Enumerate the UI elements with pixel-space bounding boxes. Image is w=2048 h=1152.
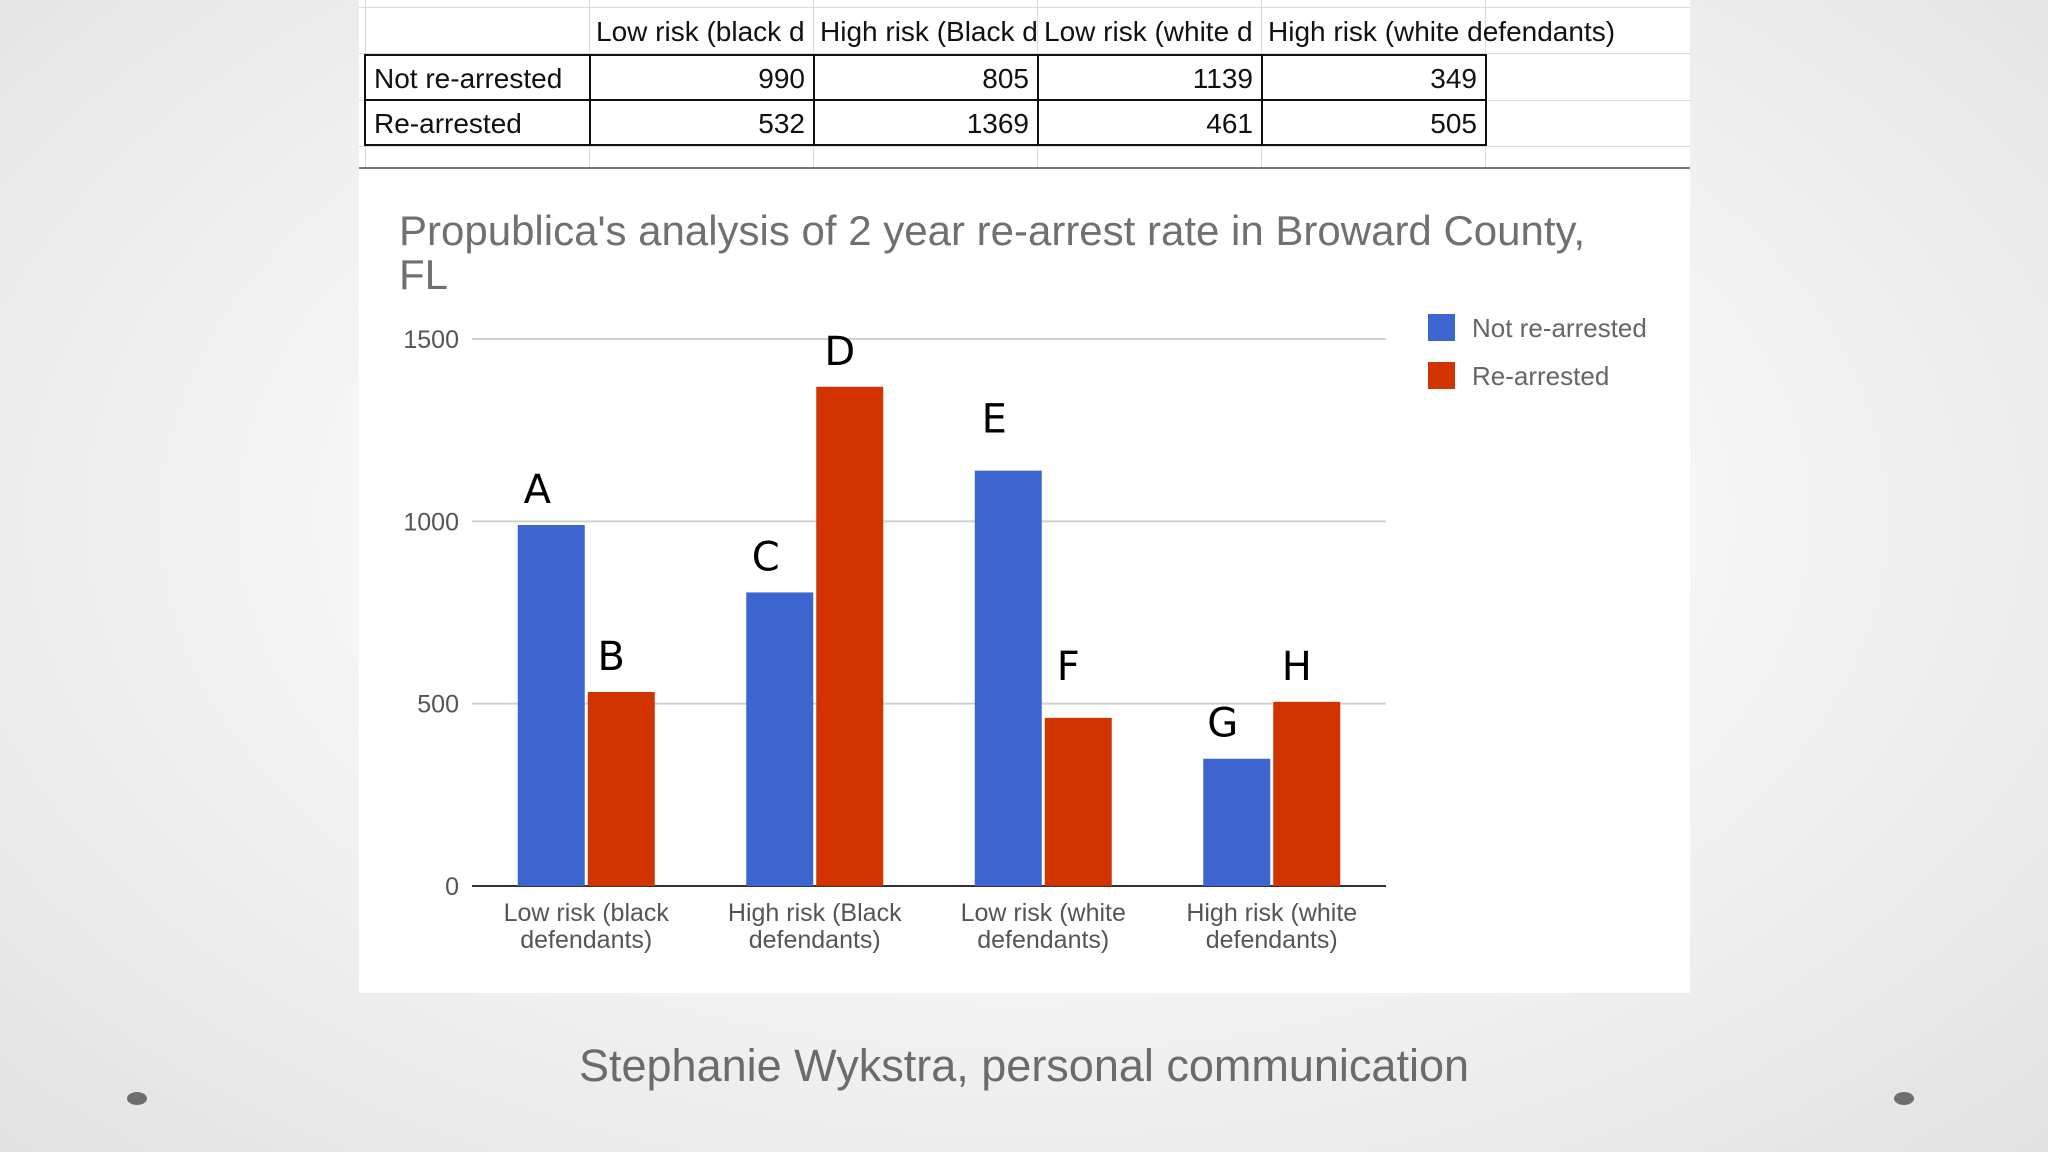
y-tick-label: 1500 — [403, 326, 459, 354]
table-header-cell[interactable]: High risk (white defendants) — [1268, 16, 1616, 47]
table-cell[interactable]: 990 — [589, 54, 815, 101]
table-cell[interactable]: 505 — [1261, 99, 1487, 146]
table-row-label[interactable]: Re-arrested — [364, 99, 591, 146]
bar — [974, 470, 1042, 886]
x-tick-label: defendants) — [749, 926, 881, 954]
bar — [1273, 701, 1341, 886]
x-tick-label: High risk (white — [1186, 899, 1357, 927]
table-header-cell[interactable]: High risk (Black d — [820, 16, 1037, 47]
table-cell[interactable]: 461 — [1037, 99, 1263, 146]
legend-label: Not re-arrested — [1472, 313, 1647, 343]
y-tick-label: 1000 — [403, 508, 459, 536]
spreadsheet-table: Low risk (black d High risk (Black d Low… — [359, 0, 1690, 170]
bar — [517, 524, 585, 886]
slide-caption: Stephanie Wykstra, personal communicatio… — [578, 1040, 1470, 1091]
bar-annotation: B — [598, 634, 625, 680]
x-tick-label: defendants) — [1206, 926, 1338, 954]
chart-title: FL — [399, 251, 448, 298]
table-cell[interactable]: 805 — [813, 54, 1039, 101]
table-header-cell[interactable]: Low risk (white d — [1044, 16, 1253, 47]
x-tick-label: Low risk (black — [504, 899, 670, 927]
bar-chart: Propublica's analysis of 2 year re-arres… — [399, 207, 1647, 954]
bar-annotation: D — [824, 329, 855, 375]
chart-title: Propublica's analysis of 2 year re-arres… — [399, 207, 1585, 254]
bar — [746, 592, 814, 886]
x-tick-label: Low risk (white — [961, 899, 1126, 927]
bar-annotation: F — [1057, 644, 1080, 690]
y-tick-label: 500 — [417, 691, 459, 719]
bar-annotation: G — [1207, 701, 1238, 747]
decorative-dot — [1894, 1092, 1914, 1105]
legend-swatch — [1428, 362, 1455, 389]
table-header-cell[interactable]: Low risk (black d — [596, 16, 805, 47]
bar-annotation: C — [752, 534, 780, 580]
legend-label: Re-arrested — [1472, 361, 1609, 391]
legend-swatch — [1428, 314, 1455, 341]
y-tick-label: 0 — [445, 873, 459, 901]
table-row-label[interactable]: Not re-arrested — [364, 54, 591, 101]
x-tick-label: defendants) — [977, 926, 1109, 954]
decorative-dot — [127, 1092, 147, 1105]
bar — [816, 386, 884, 886]
sheet-gridline — [359, 53, 1690, 54]
x-tick-label: defendants) — [520, 926, 652, 954]
sheet-gridline — [359, 146, 1690, 147]
bar — [1044, 717, 1112, 886]
bar — [587, 691, 655, 886]
bar — [1203, 758, 1271, 886]
sheet-gridline — [359, 7, 1690, 8]
table-cell[interactable]: 349 — [1261, 54, 1487, 101]
x-tick-label: High risk (Black — [728, 899, 902, 927]
table-cell[interactable]: 532 — [589, 99, 815, 146]
bar-annotation: H — [1282, 644, 1312, 690]
sheet-divider — [359, 167, 1690, 169]
bar-annotation: A — [524, 467, 552, 513]
bar-annotation: E — [982, 397, 1007, 443]
table-cell[interactable]: 1369 — [813, 99, 1039, 146]
table-cell[interactable]: 1139 — [1037, 54, 1263, 101]
